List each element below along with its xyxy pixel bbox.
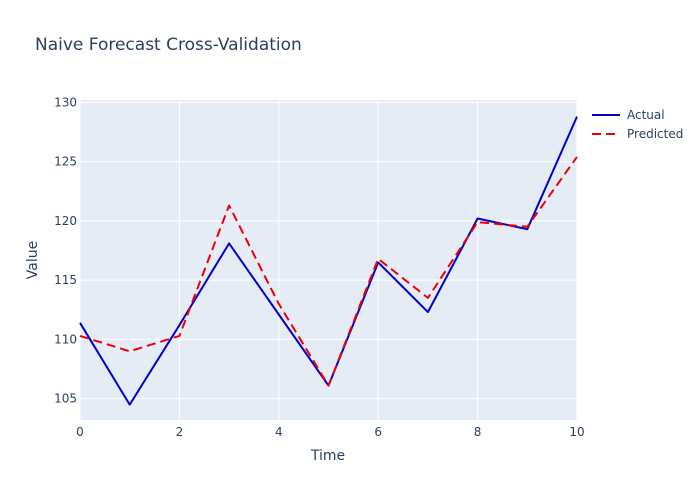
x-tick-label: 10	[569, 425, 584, 439]
series-lines	[79, 116, 578, 406]
y-tick-label: 110	[54, 332, 77, 346]
y-tick-label: 125	[54, 155, 77, 169]
y-tick-label: 115	[54, 273, 77, 287]
x-tick-label: 0	[76, 425, 84, 439]
x-axis-title: Time	[310, 448, 345, 464]
y-tick-label: 105	[54, 392, 77, 406]
x-tick-label: 4	[275, 425, 283, 439]
chart-title: Naive Forecast Cross-Validation	[35, 35, 302, 55]
plot-area	[80, 100, 577, 420]
series-line-predicted	[79, 156, 578, 387]
y-tick-label: 120	[54, 214, 77, 228]
grid	[79, 100, 578, 420]
legend-label: Predicted	[627, 127, 683, 141]
x-tick-label: 2	[176, 425, 184, 439]
y-tick-labels: 105 110 115 120 125 130	[54, 95, 77, 405]
x-tick-label: 6	[374, 425, 382, 439]
y-tick-label: 130	[54, 95, 77, 109]
legend: Actual Predicted	[592, 108, 683, 141]
x-tick-labels: 0 2 4 6 8 10	[76, 425, 584, 439]
legend-label: Actual	[627, 108, 665, 122]
x-tick-label: 8	[474, 425, 482, 439]
y-axis-title: Value	[25, 241, 41, 279]
